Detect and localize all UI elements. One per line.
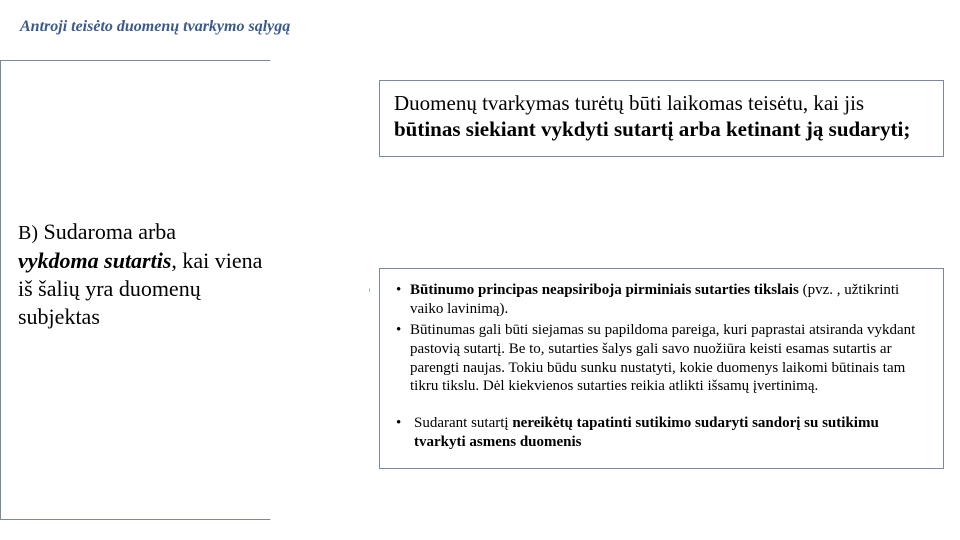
arrow-line1: Sudaroma arba — [44, 219, 177, 244]
definition-text: Duomenų tvarkymas turėtų būti laikomas t… — [394, 91, 929, 142]
list-item: Būtinumo principas neapsiriboja pirminia… — [394, 281, 929, 319]
arrow-content: B) Sudaroma arba vykdoma sutartis, kai v… — [18, 218, 268, 331]
definition-bold: būtinas siekiant vykdyti sutartį arba ke… — [394, 117, 910, 141]
details-box: Būtinumo principas neapsiriboja pirminia… — [379, 268, 944, 469]
li3-plain: Sudarant sutartį — [414, 415, 512, 431]
li1-bold: Būtinumo principas neapsiriboja pirminia… — [410, 282, 799, 298]
list-item: Sudarant sutartį nereikėtų tapatinti sut… — [394, 414, 929, 452]
definition-plain1: Duomenų tvarkymas turėtų būti laikomas t… — [394, 91, 864, 115]
details-list: Būtinumo principas neapsiriboja pirminia… — [394, 281, 929, 452]
list-item: Būtinumas gali būti siejamas su papildom… — [394, 321, 929, 397]
slide-title: Antroji teisėto duomenų tvarkymo sąlygą — [20, 18, 290, 36]
definition-box: Duomenų tvarkymas turėtų būti laikomas t… — [379, 80, 944, 157]
arrow-emph: vykdoma sutartis — [18, 248, 171, 273]
arrow-prefix: B) — [18, 222, 38, 244]
